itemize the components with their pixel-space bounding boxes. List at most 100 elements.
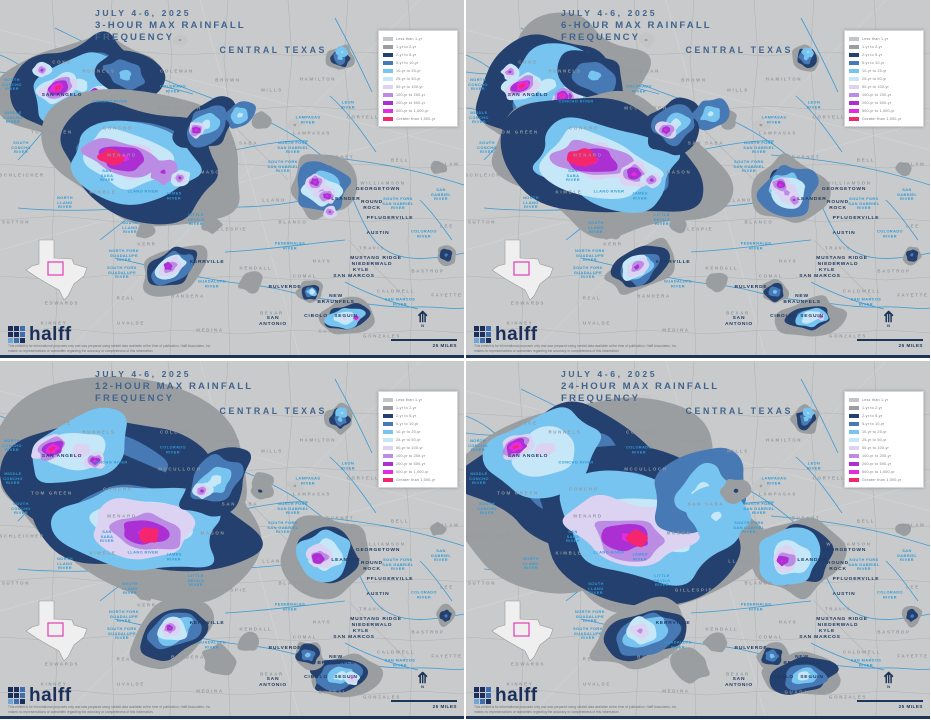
title-date: JULY 4-6, 2025	[95, 369, 192, 379]
legend-item: 10-yr to 25-yr	[383, 67, 453, 75]
legend-item: Greater than 1,000-yr	[383, 476, 453, 484]
legend-swatch	[383, 76, 393, 82]
legend-swatch	[383, 397, 393, 403]
texas-inset	[491, 239, 554, 301]
disclaimer-text: This exhibit is for informational purpos…	[8, 705, 258, 714]
map-neatline	[466, 716, 930, 719]
halff-logo: halff	[8, 686, 72, 705]
scale-bar: ⤊ N 25 MILES	[387, 671, 459, 711]
north-arrow-icon: ⤊	[882, 670, 895, 687]
map-neatline	[0, 355, 464, 358]
disclaimer-line2: makes no representations or warranties r…	[474, 709, 620, 714]
legend-item-label: Less than 1-yr	[396, 37, 423, 41]
legend-item-label: 50-yr to 100-yr	[396, 446, 423, 450]
legend-item-label: 50-yr to 100-yr	[862, 446, 889, 450]
legend-item-label: 2-yr to 5-yr	[396, 53, 417, 57]
map-neatline	[0, 716, 464, 719]
legend-swatch	[383, 36, 393, 42]
legend-swatch	[849, 76, 859, 82]
legend-item-label: 500-yr to 1,000-yr	[396, 470, 429, 474]
legend-swatch	[849, 437, 859, 443]
title-date: JULY 4-6, 2025	[95, 8, 192, 18]
legend-swatch	[383, 44, 393, 50]
legend-item-label: 50-yr to 100-yr	[396, 85, 423, 89]
legend-swatch	[849, 445, 859, 451]
legend-swatch	[849, 469, 859, 475]
legend-item-label: 1-yr to 2-yr	[396, 406, 417, 410]
legend-item-label: Greater than 1,000-yr	[396, 478, 436, 482]
legend-item-label: 25-yr to 50-yr	[396, 77, 421, 81]
legend-item-label: 5-yr to 10-yr	[396, 422, 419, 426]
legend-item-label: 200-yr to 500-yr	[862, 462, 892, 466]
disclaimer-line1: This exhibit is for informational purpos…	[474, 344, 677, 349]
legend-item: Less than 1-yr	[849, 396, 919, 404]
title-region: CENTRAL TEXAS	[685, 44, 793, 55]
legend-swatch	[383, 445, 393, 451]
rainfall-layer	[475, 12, 922, 337]
legend-item: 100-yr to 200-yr	[383, 452, 453, 460]
legend-item-label: 1-yr to 2-yr	[396, 45, 417, 49]
halff-grid-icon	[8, 687, 25, 704]
map-panel-12hr: COKE RUNNELS COLEMAN BROWN MILLS HAMILTON MCCU…	[0, 361, 464, 719]
texas-inset	[491, 600, 554, 662]
legend-swatch	[849, 397, 859, 403]
legend-swatch	[383, 52, 393, 58]
legend-swatch	[383, 100, 393, 106]
legend-swatch	[849, 92, 859, 98]
legend-swatch	[849, 405, 859, 411]
legend-item-label: 50-yr to 100-yr	[862, 85, 889, 89]
legend-swatch	[383, 68, 393, 74]
scale-bar: ⤊ N 25 MILES	[853, 671, 925, 711]
north-label: N	[887, 684, 890, 689]
disclaimer-text: This exhibit is for informational purpos…	[8, 344, 258, 353]
legend-item: 1-yr to 2-yr	[849, 43, 919, 51]
legend-item-label: 200-yr to 500-yr	[862, 101, 892, 105]
legend-item-label: 5-yr to 10-yr	[862, 61, 885, 65]
legend-item: Greater than 1,000-yr	[849, 115, 919, 123]
legend-item-label: Greater than 1,000-yr	[862, 478, 902, 482]
north-label: N	[421, 684, 424, 689]
legend-item-label: 5-yr to 10-yr	[396, 61, 419, 65]
legend-item: 5-yr to 10-yr	[849, 420, 919, 428]
halff-logo: halff	[8, 325, 72, 344]
legend-item-label: Less than 1-yr	[862, 37, 889, 41]
legend-swatch	[849, 116, 859, 122]
legend-item-label: 100-yr to 200-yr	[396, 93, 426, 97]
map-panel-6hr: COKE RUNNELS COLEMAN BROWN MILLS HAMILTON MCCU…	[466, 0, 930, 358]
legend-swatch	[383, 108, 393, 114]
legend-item-label: 100-yr to 200-yr	[396, 454, 426, 458]
scale-bar-label: 25 MILES	[432, 343, 457, 348]
legend-item: 2-yr to 5-yr	[849, 51, 919, 59]
legend-item-label: Greater than 1,000-yr	[396, 117, 436, 121]
study-area-box	[47, 622, 64, 637]
legend-item: 5-yr to 10-yr	[383, 59, 453, 67]
rainfall-layer	[0, 31, 456, 335]
halff-grid-icon	[474, 326, 491, 343]
title-region: CENTRAL TEXAS	[219, 405, 327, 416]
legend-item-label: 2-yr to 5-yr	[396, 414, 417, 418]
legend-swatch	[383, 413, 393, 419]
disclaimer-line2: makes no representations or warranties r…	[8, 348, 154, 353]
legend-item: Less than 1-yr	[849, 35, 919, 43]
legend-swatch	[383, 453, 393, 459]
legend-item: 5-yr to 10-yr	[849, 59, 919, 67]
legend-swatch	[849, 60, 859, 66]
legend: Less than 1-yr 1-yr to 2-yr 2-yr to 5-yr 5-…	[844, 30, 924, 127]
legend-swatch	[383, 60, 393, 66]
legend-swatch	[849, 84, 859, 90]
legend-item-label: 100-yr to 200-yr	[862, 454, 892, 458]
legend-item: Less than 1-yr	[383, 396, 453, 404]
legend-item: 25-yr to 50-yr	[383, 75, 453, 83]
legend-item-label: 25-yr to 50-yr	[862, 438, 887, 442]
legend-item-label: 500-yr to 1,000-yr	[862, 470, 895, 474]
legend-item: 50-yr to 100-yr	[383, 444, 453, 452]
legend-swatch	[383, 92, 393, 98]
legend-swatch	[849, 461, 859, 467]
legend-item: 2-yr to 5-yr	[383, 51, 453, 59]
legend-item-label: 2-yr to 5-yr	[862, 414, 883, 418]
title-main: 6-HOUR MAX RAINFALL FREQUENCY	[561, 19, 712, 43]
legend-item: 1-yr to 2-yr	[383, 43, 453, 51]
legend-item: 100-yr to 200-yr	[849, 91, 919, 99]
legend-item: 500-yr to 1,000-yr	[383, 107, 453, 115]
legend: Less than 1-yr 1-yr to 2-yr 2-yr to 5-yr 5-…	[378, 30, 458, 127]
